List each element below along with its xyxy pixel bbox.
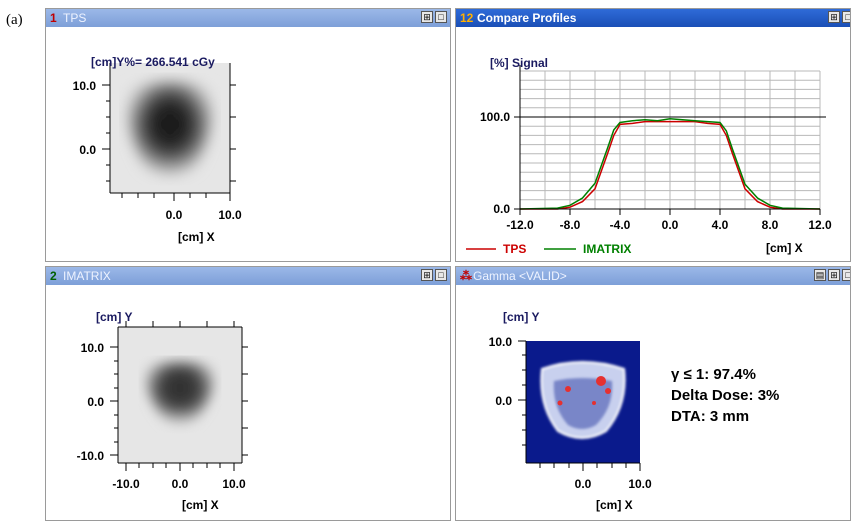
panel-number: 1 [50, 11, 57, 25]
x-axis-label: [cm] X [182, 498, 219, 512]
list-icon[interactable]: ▤ [814, 269, 826, 281]
tps-panel[interactable]: 1 TPS ⊞ □ [cm]Y%= 266.541 cGy [45, 8, 451, 262]
x-tick-label: -12.0 [506, 218, 534, 232]
legend-label-imatrix: IMATRIX [583, 242, 631, 256]
x-tick-label: -8.0 [560, 218, 581, 232]
x-tick-label: 8.0 [762, 218, 779, 232]
y-axis-label: [cm] Y [96, 310, 132, 324]
dose-readout: [cm]Y%= 266.541 cGy [91, 55, 215, 69]
x-tick-label: 4.0 [712, 218, 729, 232]
x-tick-label: 10.0 [218, 208, 242, 222]
maximize-icon[interactable]: □ [842, 11, 850, 23]
x-tick-label: 10.0 [222, 477, 246, 491]
y-tick-label: 100.0 [480, 110, 510, 124]
dose-distribution-image [145, 362, 215, 427]
tile-icon[interactable]: ⊞ [421, 269, 433, 281]
tile-icon[interactable]: ⊞ [421, 11, 433, 23]
maximize-icon[interactable]: □ [842, 269, 850, 281]
imatrix-panel[interactable]: 2 IMATRIX ⊞ □ [cm] [45, 266, 451, 521]
legend-label-tps: TPS [503, 242, 526, 256]
y-tick-label: 0.0 [495, 394, 512, 408]
y-axis-label: [%] Signal [490, 56, 548, 70]
x-axis-label: [cm] X [596, 498, 633, 512]
y-tick-label: -10.0 [77, 449, 105, 463]
y-axis-label: [cm] Y [503, 310, 539, 324]
maximize-icon[interactable]: □ [435, 11, 447, 23]
tps-dose-plot[interactable]: [cm]Y%= 266.541 cGy 10.0 0.0 0.0 10.0 [c… [46, 27, 450, 261]
panel-title: IMATRIX [63, 269, 111, 283]
y-tick-label: 10.0 [81, 341, 105, 355]
tile-icon[interactable]: ⊞ [828, 269, 840, 281]
dta-criterion: DTA: 3 mm [671, 408, 750, 425]
x-axis-label: [cm] X [178, 230, 215, 244]
gamma-icon: ⁂ [460, 269, 472, 283]
panel-title: Gamma <VALID> [473, 269, 567, 283]
series-line-imatrix [519, 118, 821, 210]
y-tick-label: 10.0 [73, 79, 97, 93]
panel-number: 2 [50, 269, 57, 283]
panel-title: Compare Profiles [477, 11, 577, 25]
x-axis-label: [cm] X [766, 241, 803, 255]
profile-chart[interactable]: 100.0 0.0 -12.0 -8.0 -4.0 0.0 4.0 8.0 12.0 [%] S… [456, 27, 850, 261]
x-tick-label: 0.0 [172, 477, 189, 491]
y-tick-label: 0.0 [493, 202, 510, 216]
x-tick-label: -4.0 [610, 218, 631, 232]
gamma-pass-rate: γ ≤ 1: 97.4% [671, 366, 756, 383]
gamma-map-plot[interactable]: [cm] Y 10.0 0.0 0.0 10.0 [cm] X [456, 285, 656, 520]
x-tick-label: 10.0 [628, 477, 652, 491]
series-line-tps [520, 120, 820, 210]
tile-icon[interactable]: ⊞ [828, 11, 840, 23]
x-tick-label: 12.0 [808, 218, 832, 232]
compare-titlebar[interactable]: 12 Compare Profiles ⊞ □ [456, 9, 850, 27]
dose-distribution-image [127, 82, 213, 176]
x-tick-label: -10.0 [112, 477, 140, 491]
figure-label: (a) [6, 12, 23, 28]
compare-profiles-panel[interactable]: 12 Compare Profiles ⊞ □ 100.0 0.0 -12.0 -8.0 -… [455, 8, 851, 262]
y-tick-label: 10.0 [489, 335, 513, 349]
imatrix-dose-plot[interactable]: [cm] Y 10.0 0.0 -10.0 -10.0 0.0 10.0 [cm… [46, 285, 450, 520]
gamma-titlebar[interactable]: ⁂Gamma <VALID> ▤ ⊞ □ [456, 267, 850, 285]
tps-titlebar[interactable]: 1 TPS ⊞ □ [46, 9, 450, 27]
panel-number: 12 [460, 11, 474, 25]
gamma-panel[interactable]: ⁂Gamma <VALID> ▤ ⊞ □ [cm] Y 10.0 0.0 0.0 1… [455, 266, 851, 521]
delta-dose-criterion: Delta Dose: 3% [671, 387, 780, 404]
y-tick-label: 0.0 [87, 395, 104, 409]
panel-title: TPS [63, 11, 87, 25]
x-tick-label: 0.0 [575, 477, 592, 491]
maximize-icon[interactable]: □ [435, 269, 447, 281]
x-tick-label: 0.0 [166, 208, 183, 222]
imatrix-titlebar[interactable]: 2 IMATRIX ⊞ □ [46, 267, 450, 285]
x-tick-label: 0.0 [662, 218, 679, 232]
y-tick-label: 0.0 [79, 143, 96, 157]
